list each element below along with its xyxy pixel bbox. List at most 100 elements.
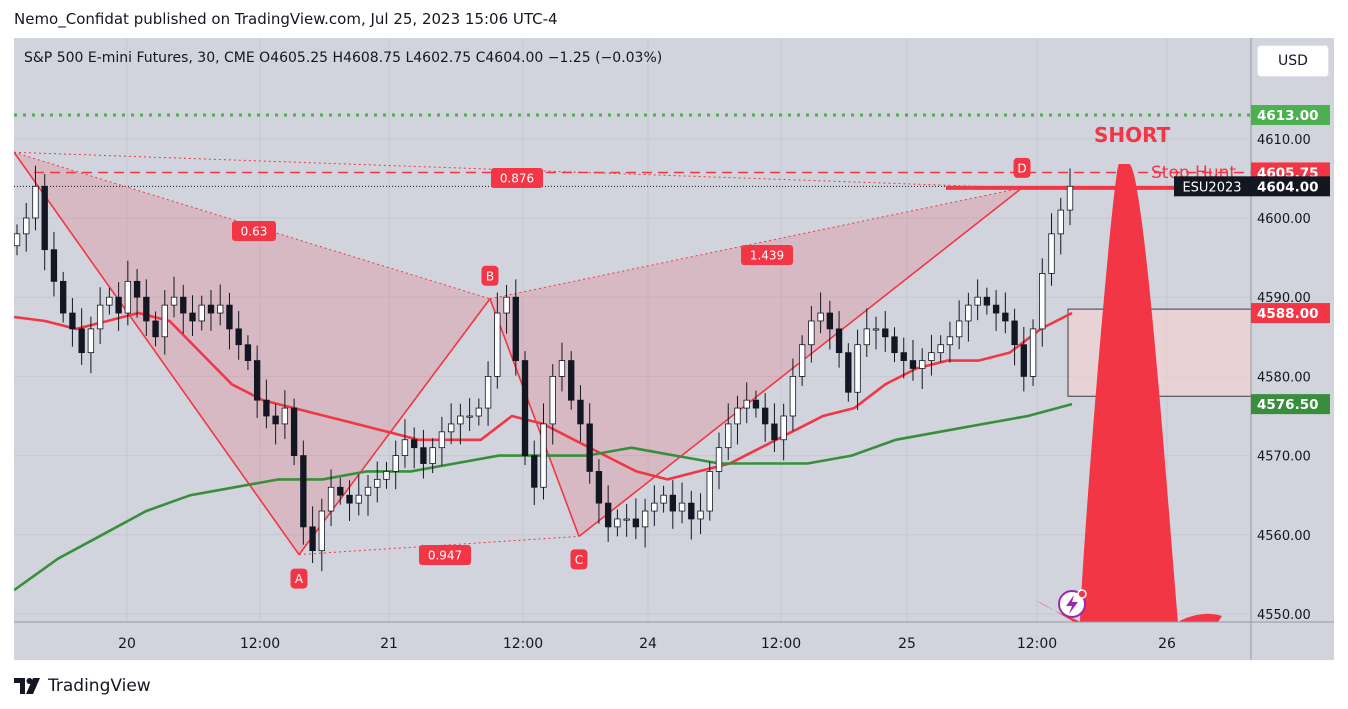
- price-badge-bg: [1251, 394, 1330, 415]
- candle: [50, 231, 58, 297]
- candle-body: [531, 455, 538, 488]
- harmonic-ratio-label: 0.947: [419, 545, 471, 565]
- candle: [106, 287, 113, 315]
- candle: [41, 174, 48, 271]
- candle-body: [937, 344, 944, 354]
- candle-body: [14, 233, 21, 247]
- candle: [697, 493, 704, 535]
- price-badge-bg: [1251, 105, 1330, 126]
- candle: [577, 385, 584, 442]
- candle: [364, 475, 372, 516]
- candle: [743, 382, 750, 424]
- symbol-badge-bg: [1174, 176, 1251, 197]
- candle-body: [263, 399, 270, 417]
- candle: [641, 498, 649, 548]
- candle: [780, 403, 787, 461]
- candle: [512, 279, 519, 376]
- candle: [872, 316, 880, 350]
- candle-body: [170, 296, 178, 306]
- candle: [826, 300, 834, 350]
- candle: [955, 300, 963, 350]
- candle-body: [60, 280, 67, 314]
- candle-body: [568, 360, 575, 401]
- candle: [568, 351, 575, 410]
- candle-body: [817, 312, 824, 322]
- tradingview-logo-icon: [14, 678, 40, 694]
- candle: [383, 461, 390, 489]
- candle: [87, 316, 95, 374]
- candle: [900, 337, 907, 379]
- time-tick-label: 12:00: [240, 636, 280, 652]
- candle-body: [327, 486, 335, 512]
- harmonic-ratio-line: [14, 151, 491, 300]
- harmonic-ratio-line: [489, 187, 1023, 300]
- candle-body: [835, 328, 843, 354]
- candle-body: [115, 296, 122, 314]
- ratio-label-text: 1.439: [750, 249, 784, 263]
- short-arrow-right-flare: [1178, 613, 1222, 622]
- close-label: C: [475, 50, 486, 66]
- candle-body: [300, 455, 307, 528]
- candle-body: [651, 502, 658, 512]
- currency-button[interactable]: USD: [1257, 45, 1329, 77]
- candle: [457, 403, 464, 445]
- candle-body: [281, 407, 289, 425]
- candle: [891, 327, 898, 363]
- point-label-text: D: [1017, 161, 1026, 175]
- candle-body: [955, 320, 963, 338]
- candle-body: [558, 360, 566, 377]
- candle-body: [928, 352, 935, 361]
- candle: [253, 345, 261, 418]
- candle-body: [688, 502, 695, 520]
- candle: [327, 469, 335, 527]
- candle: [475, 398, 483, 426]
- candle: [586, 403, 593, 484]
- low-value: 4602.75: [413, 50, 472, 66]
- candle: [309, 506, 316, 563]
- time-tick-label: 20: [118, 636, 136, 652]
- price-tick-label: 4610.00: [1257, 133, 1311, 148]
- candle-body: [697, 510, 704, 520]
- candle: [651, 485, 658, 527]
- candle: [1020, 326, 1027, 392]
- candle-body: [863, 328, 870, 346]
- candle-body: [854, 344, 861, 393]
- candle: [715, 432, 723, 490]
- candle-body: [549, 375, 556, 425]
- candle-body: [401, 439, 409, 457]
- candle-body: [660, 494, 667, 504]
- candle: [1048, 213, 1055, 286]
- candle: [1057, 197, 1064, 255]
- candle: [1039, 258, 1046, 347]
- candle: [771, 403, 778, 453]
- candle: [355, 474, 362, 516]
- price-badge: 4613.00: [1251, 105, 1330, 126]
- price-tick-label: 4590.00: [1257, 291, 1311, 306]
- candle-body: [106, 296, 113, 306]
- candle-body: [715, 447, 723, 472]
- candle: [152, 311, 159, 347]
- candle-body: [244, 344, 252, 361]
- candle-body: [780, 415, 787, 441]
- candle-body: [826, 312, 834, 330]
- candle: [438, 416, 446, 466]
- candle: [207, 290, 215, 331]
- candle-body: [1011, 320, 1018, 346]
- candle-body: [1002, 312, 1009, 322]
- candle-body: [235, 328, 242, 346]
- candle-body: [217, 304, 224, 314]
- short-arrow-left-flare: [1036, 600, 1080, 622]
- ratio-label-text: 0.876: [500, 172, 534, 186]
- candle-body: [309, 526, 316, 552]
- candle: [614, 509, 621, 537]
- candle: [632, 498, 640, 540]
- candle: [96, 287, 104, 344]
- harmonic-point-a: A: [290, 568, 308, 589]
- candle: [217, 284, 224, 326]
- point-label-text: B: [486, 269, 494, 283]
- time-tick-label: 12:00: [1017, 636, 1057, 652]
- candle: [937, 335, 944, 363]
- candle-body: [919, 360, 926, 369]
- close-value: 4604.00: [485, 50, 544, 66]
